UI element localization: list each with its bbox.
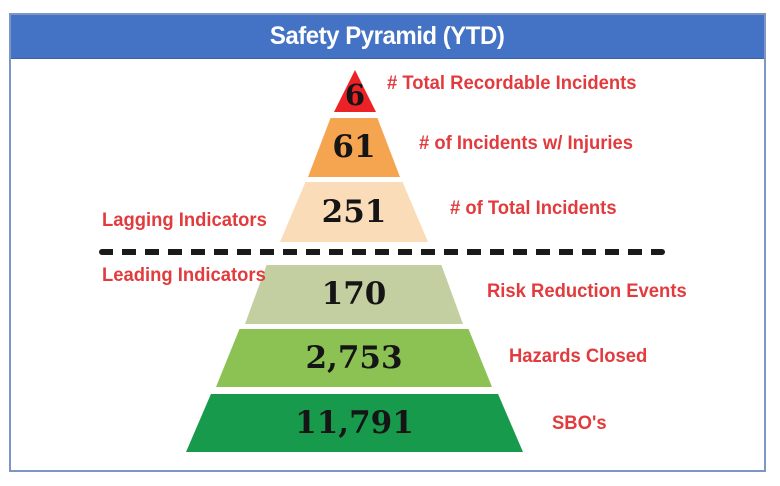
pyramid-level-label-sbos: SBO's (552, 413, 607, 434)
pyramid-level-sbos: 11,791 (186, 394, 523, 452)
pyramid-level-value: 61 (332, 129, 376, 165)
pyramid-level-total-recordable-incidents: 6 (334, 70, 376, 112)
leading-indicators-label: Leading Indicators (102, 265, 266, 286)
lagging-leading-divider (99, 249, 665, 255)
pyramid-level-label-total-incidents: # of Total Incidents (450, 198, 617, 219)
pyramid-level-value: 2,753 (305, 339, 403, 376)
pyramid-level-label-incidents-with-injuries: # of Incidents w/ Injuries (419, 133, 634, 154)
lagging-indicators-label: Lagging Indicators (102, 210, 267, 231)
pyramid-level-value: 6 (344, 78, 366, 112)
page-title: Safety Pyramid (YTD) (270, 22, 505, 50)
pyramid-level-label-hazards-closed: Hazards Closed (509, 346, 648, 367)
pyramid-level-total-incidents: 251 (280, 182, 428, 242)
pyramid-level-label-risk-reduction-events: Risk Reduction Events (487, 281, 687, 302)
pyramid-level-incidents-with-injuries: 61 (308, 118, 400, 177)
pyramid-level-label-total-recordable-incidents: # Total Recordable Incidents (387, 73, 637, 94)
title-bar: Safety Pyramid (YTD) (11, 15, 764, 59)
pyramid-level-value: 11,791 (295, 404, 414, 441)
pyramid-level-value: 251 (321, 193, 387, 230)
pyramid-level-risk-reduction-events: 170 (245, 265, 463, 324)
pyramid-level-value: 170 (321, 276, 387, 312)
pyramid-level-hazards-closed: 2,753 (216, 329, 492, 387)
safety-pyramid-panel: Safety Pyramid (YTD) 6 61 251 170 2,753 … (9, 13, 766, 472)
